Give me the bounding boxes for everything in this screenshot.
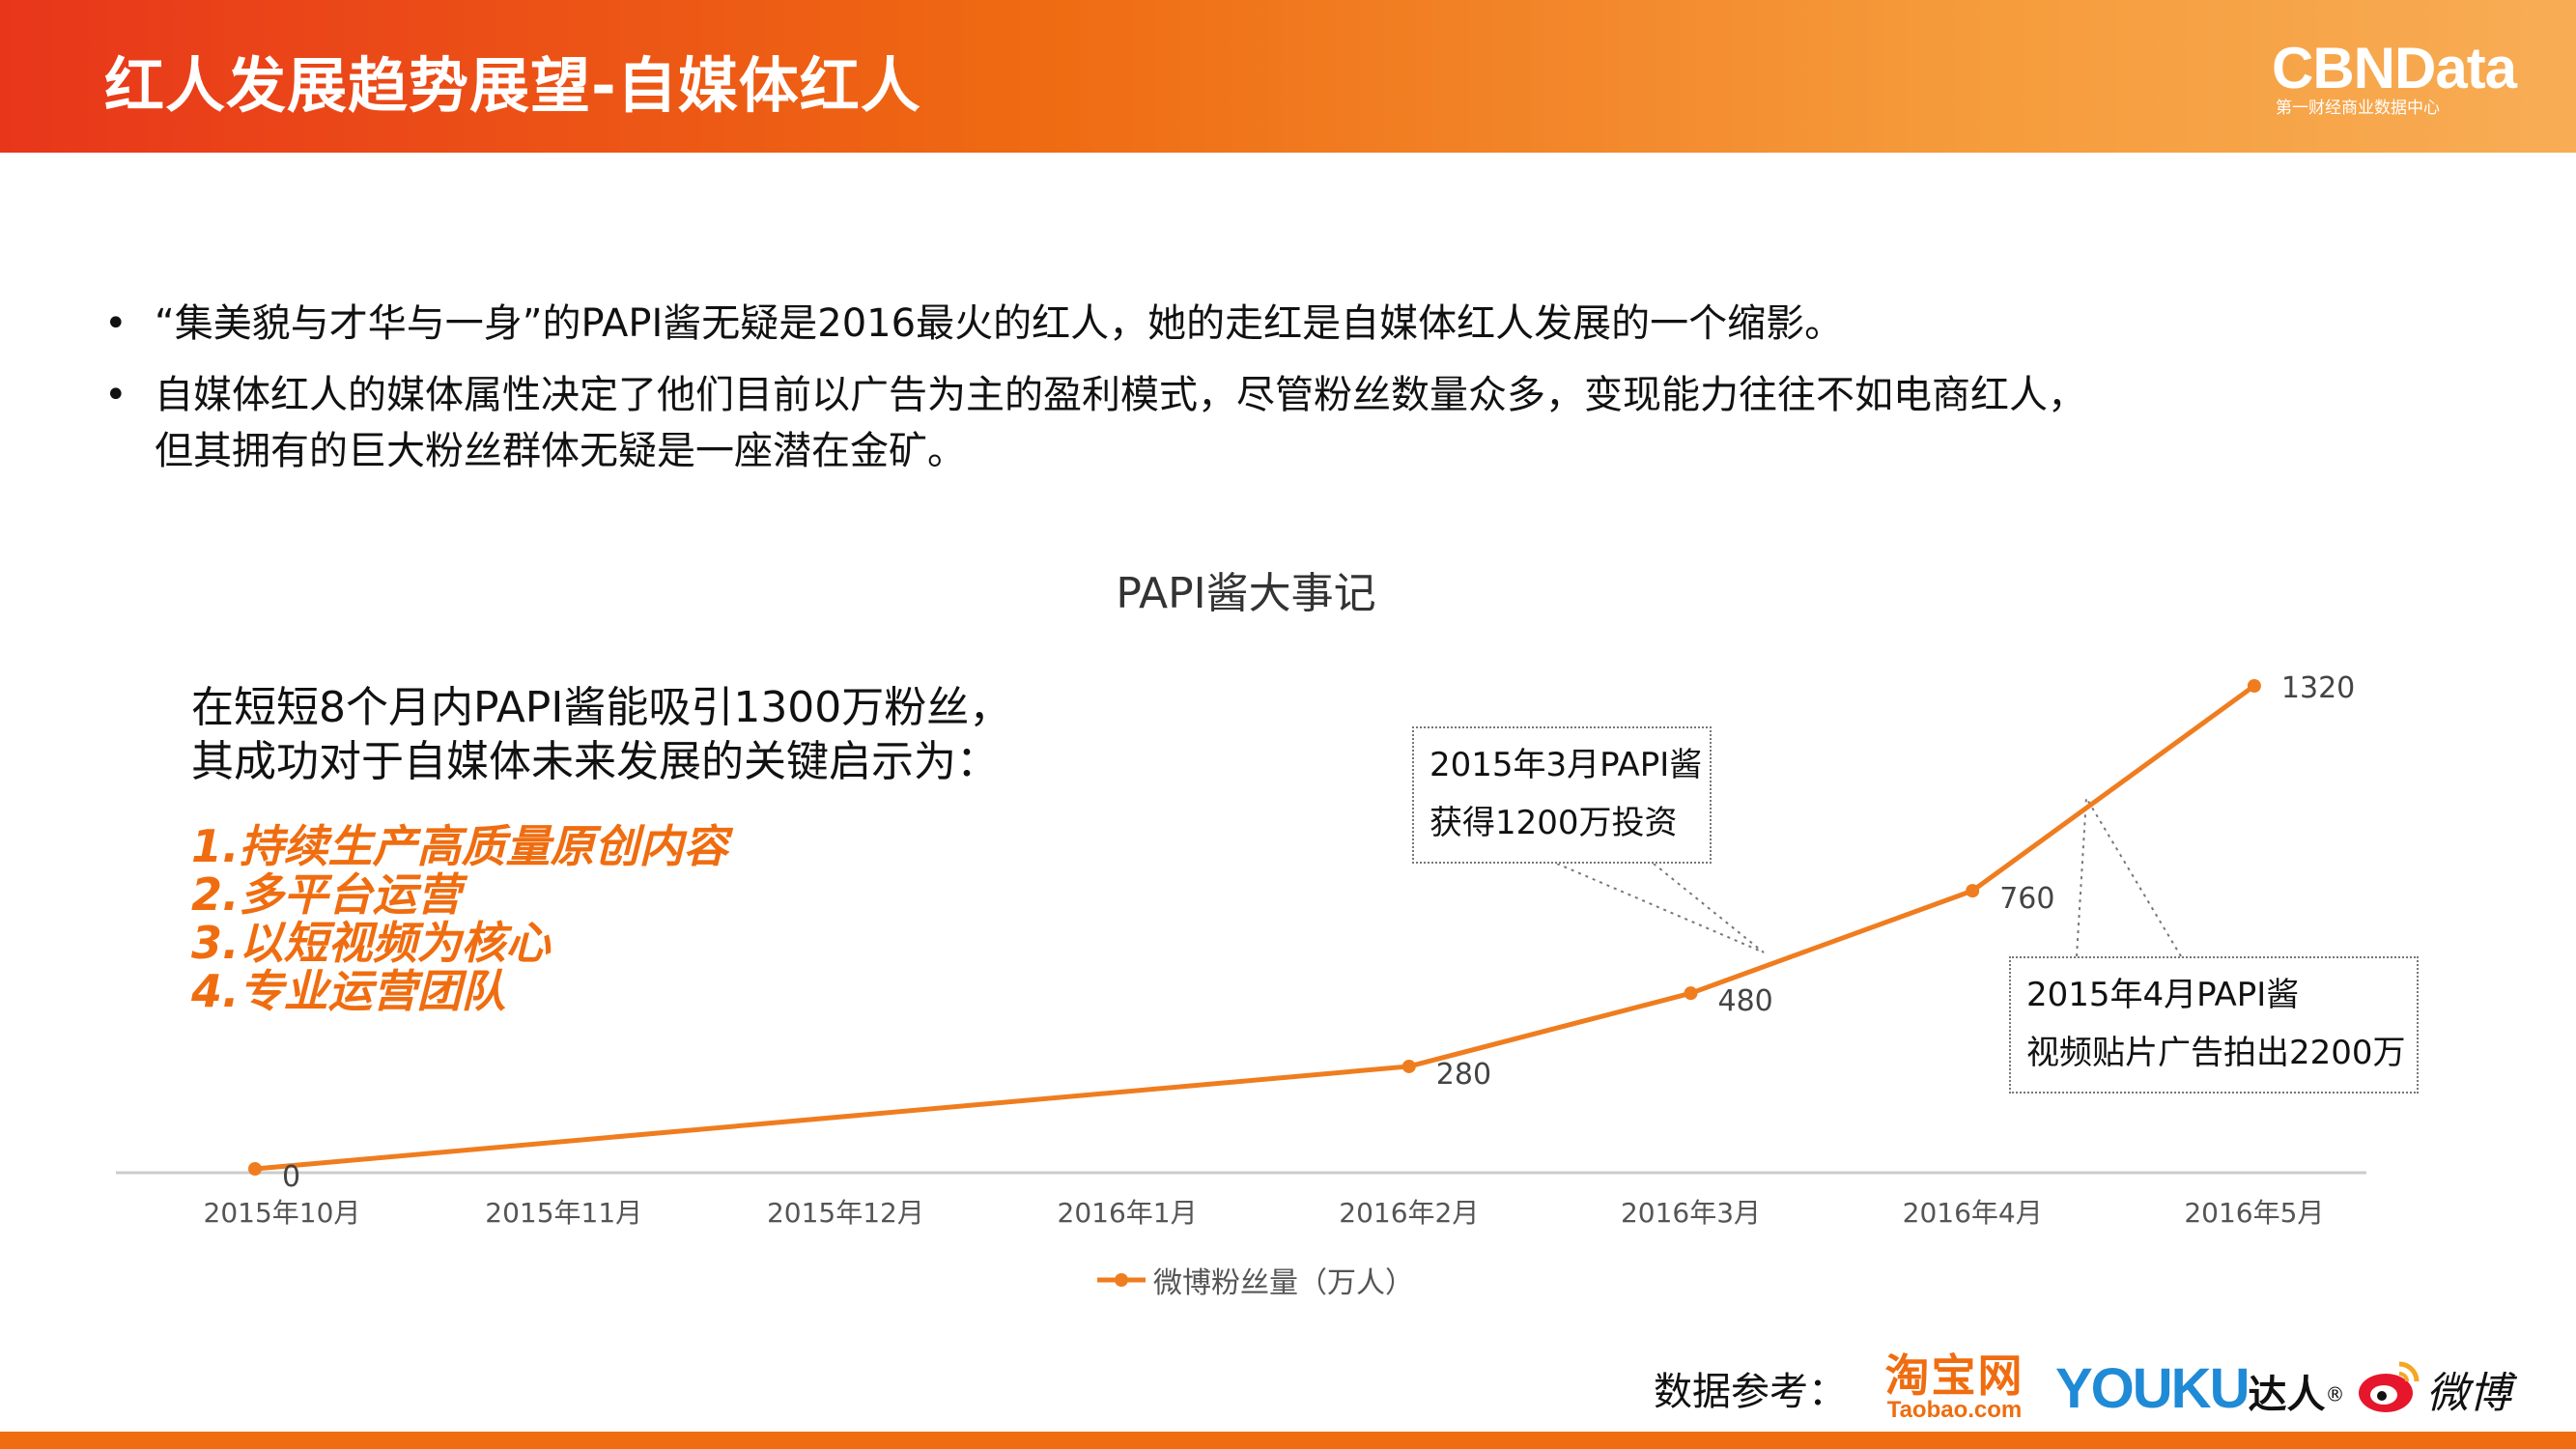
taobao-logo-domain: Taobao.com bbox=[1886, 1397, 2023, 1423]
data-point bbox=[248, 1162, 262, 1176]
insight-intro-line: 在短短8个月内PAPI酱能吸引1300万粉丝， bbox=[191, 683, 1012, 732]
x-tick-label: 2016年5月 bbox=[2184, 1197, 2324, 1229]
cbndata-logo: CBNData 第一财经商业数据中心 bbox=[2272, 36, 2533, 119]
x-tick-label: 2016年3月 bbox=[1621, 1197, 1761, 1229]
bullet-item: • “集美貌与才华与一身”的PAPI酱无疑是2016最火的红人，她的走红是自媒体… bbox=[104, 296, 2422, 354]
insight-point: 3.以短视频为核心 bbox=[191, 917, 551, 969]
callout-leader bbox=[2076, 797, 2087, 957]
header-bar: 红人发展趋势展望-自媒体红人 CBNData 第一财经商业数据中心 bbox=[0, 0, 2576, 153]
data-source-row: 数据参考： 淘宝网 Taobao.com YOUKU达人® 微博 bbox=[1654, 1352, 2542, 1422]
footer-bar bbox=[0, 1432, 2576, 1449]
x-tick-label: 2016年2月 bbox=[1339, 1197, 1479, 1229]
insight-point: 2.多平台运营 bbox=[191, 868, 462, 921]
weibo-logo: 微博 bbox=[2357, 1352, 2540, 1420]
legend-swatch-marker bbox=[1115, 1273, 1128, 1287]
series-layer: 0 280 480 760 1320 bbox=[248, 671, 2355, 1194]
bullet-text: “集美貌与才华与一身”的PAPI酱无疑是2016最火的红人，她的走红是自媒体红人… bbox=[155, 296, 1843, 352]
x-tick-label: 2015年10月 bbox=[204, 1197, 361, 1229]
registered-mark: ® bbox=[2325, 1382, 2345, 1406]
callout-line: 2015年3月PAPI酱 bbox=[1430, 746, 1703, 784]
page-title: 红人发展趋势展望-自媒体红人 bbox=[104, 50, 921, 121]
bullet-icon: • bbox=[104, 301, 127, 346]
insight-intro-line: 其成功对于自媒体未来发展的关键启示为： bbox=[191, 737, 999, 786]
insight-point: 1.持续生产高质量原创内容 bbox=[191, 820, 728, 872]
youku-logo-word: YOUKU bbox=[2055, 1357, 2250, 1420]
bullet-icon: • bbox=[104, 373, 127, 417]
callout-ad-deal: 2015年4月PAPI酱 视频贴片广告拍出2200万 bbox=[2009, 956, 2419, 1094]
bullet-line: 自媒体红人的媒体属性决定了他们目前以广告为主的盈利模式，尽管粉丝数量众多，变现能… bbox=[155, 373, 2086, 417]
x-tick-label: 2016年4月 bbox=[1903, 1197, 2043, 1229]
legend-label: 微博粉丝量（万人） bbox=[1153, 1266, 1414, 1300]
x-tick-labels: 2015年10月 2015年11月 2015年12月 2016年1月 2016年2月 20… bbox=[204, 1197, 2325, 1229]
taobao-logo-name: 淘宝网 bbox=[1884, 1350, 2024, 1402]
data-point bbox=[1966, 884, 1980, 898]
bullet-line: “集美貌与才华与一身”的PAPI酱无疑是2016最火的红人，她的走红是自媒体红人… bbox=[155, 301, 1844, 346]
taobao-logo: 淘宝网 Taobao.com bbox=[1870, 1352, 2039, 1422]
callout-investment: 2015年3月PAPI酱 获得1200万投资 bbox=[1412, 726, 1712, 864]
data-label: 760 bbox=[1999, 882, 2054, 916]
bullet-text: 自媒体红人的媒体属性决定了他们目前以广告为主的盈利模式，尽管粉丝数量众多，变现能… bbox=[155, 367, 2086, 479]
callout-line: 获得1200万投资 bbox=[1430, 804, 1678, 842]
bullet-line: 但其拥有的巨大粉丝群体无疑是一座潜在金矿。 bbox=[155, 429, 966, 473]
insight-panel: 在短短8个月内PAPI酱能吸引1300万粉丝， 其成功对于自媒体未来发展的关键启… bbox=[191, 681, 1011, 1015]
x-tick-label: 2015年11月 bbox=[485, 1197, 642, 1229]
brand-tagline: 第一财经商业数据中心 bbox=[2276, 99, 2440, 118]
series-line bbox=[254, 683, 2256, 1172]
x-tick-label: 2016年1月 bbox=[1058, 1197, 1198, 1229]
chart-legend: 微博粉丝量（万人） bbox=[1097, 1266, 1414, 1300]
callout-leader bbox=[1653, 863, 1765, 953]
insight-point: 4.专业运营团队 bbox=[191, 965, 506, 1017]
callout-leader bbox=[2085, 797, 2182, 957]
data-label: 480 bbox=[1718, 984, 1773, 1018]
weibo-logo-word: 微博 bbox=[2426, 1369, 2511, 1418]
data-point bbox=[1401, 1059, 1416, 1073]
weibo-eye-icon bbox=[2359, 1361, 2420, 1412]
youku-logo-suffix: 达人 bbox=[2248, 1373, 2326, 1417]
data-label: 0 bbox=[282, 1160, 300, 1194]
youku-daren-logo: YOUKU达人® bbox=[2055, 1356, 2344, 1421]
x-tick-label: 2015年12月 bbox=[767, 1197, 924, 1229]
insight-intro: 在短短8个月内PAPI酱能吸引1300万粉丝， 其成功对于自媒体未来发展的关键启… bbox=[191, 681, 1011, 789]
source-label: 数据参考： bbox=[1654, 1370, 1847, 1414]
data-point bbox=[2247, 679, 2261, 693]
data-label: 1320 bbox=[2281, 671, 2355, 705]
chart-title: PAPI酱大事记 bbox=[1116, 569, 1376, 618]
data-label: 280 bbox=[1436, 1058, 1491, 1092]
callout-leader bbox=[1556, 863, 1765, 953]
bullet-item: • 自媒体红人的媒体属性决定了他们目前以广告为主的盈利模式，尽管粉丝数量众多，变… bbox=[104, 367, 2422, 483]
brand-name: CBNData bbox=[2272, 36, 2517, 100]
callout-line: 2015年4月PAPI酱 bbox=[2026, 976, 2300, 1014]
callout-line: 视频贴片广告拍出2200万 bbox=[2026, 1034, 2406, 1072]
callout-leaders bbox=[1556, 797, 2182, 957]
insight-points: 1.持续生产高质量原创内容 2.多平台运营 3.以短视频为核心 4.专业运营团队 bbox=[191, 822, 1011, 1015]
data-point bbox=[1684, 986, 1698, 1001]
